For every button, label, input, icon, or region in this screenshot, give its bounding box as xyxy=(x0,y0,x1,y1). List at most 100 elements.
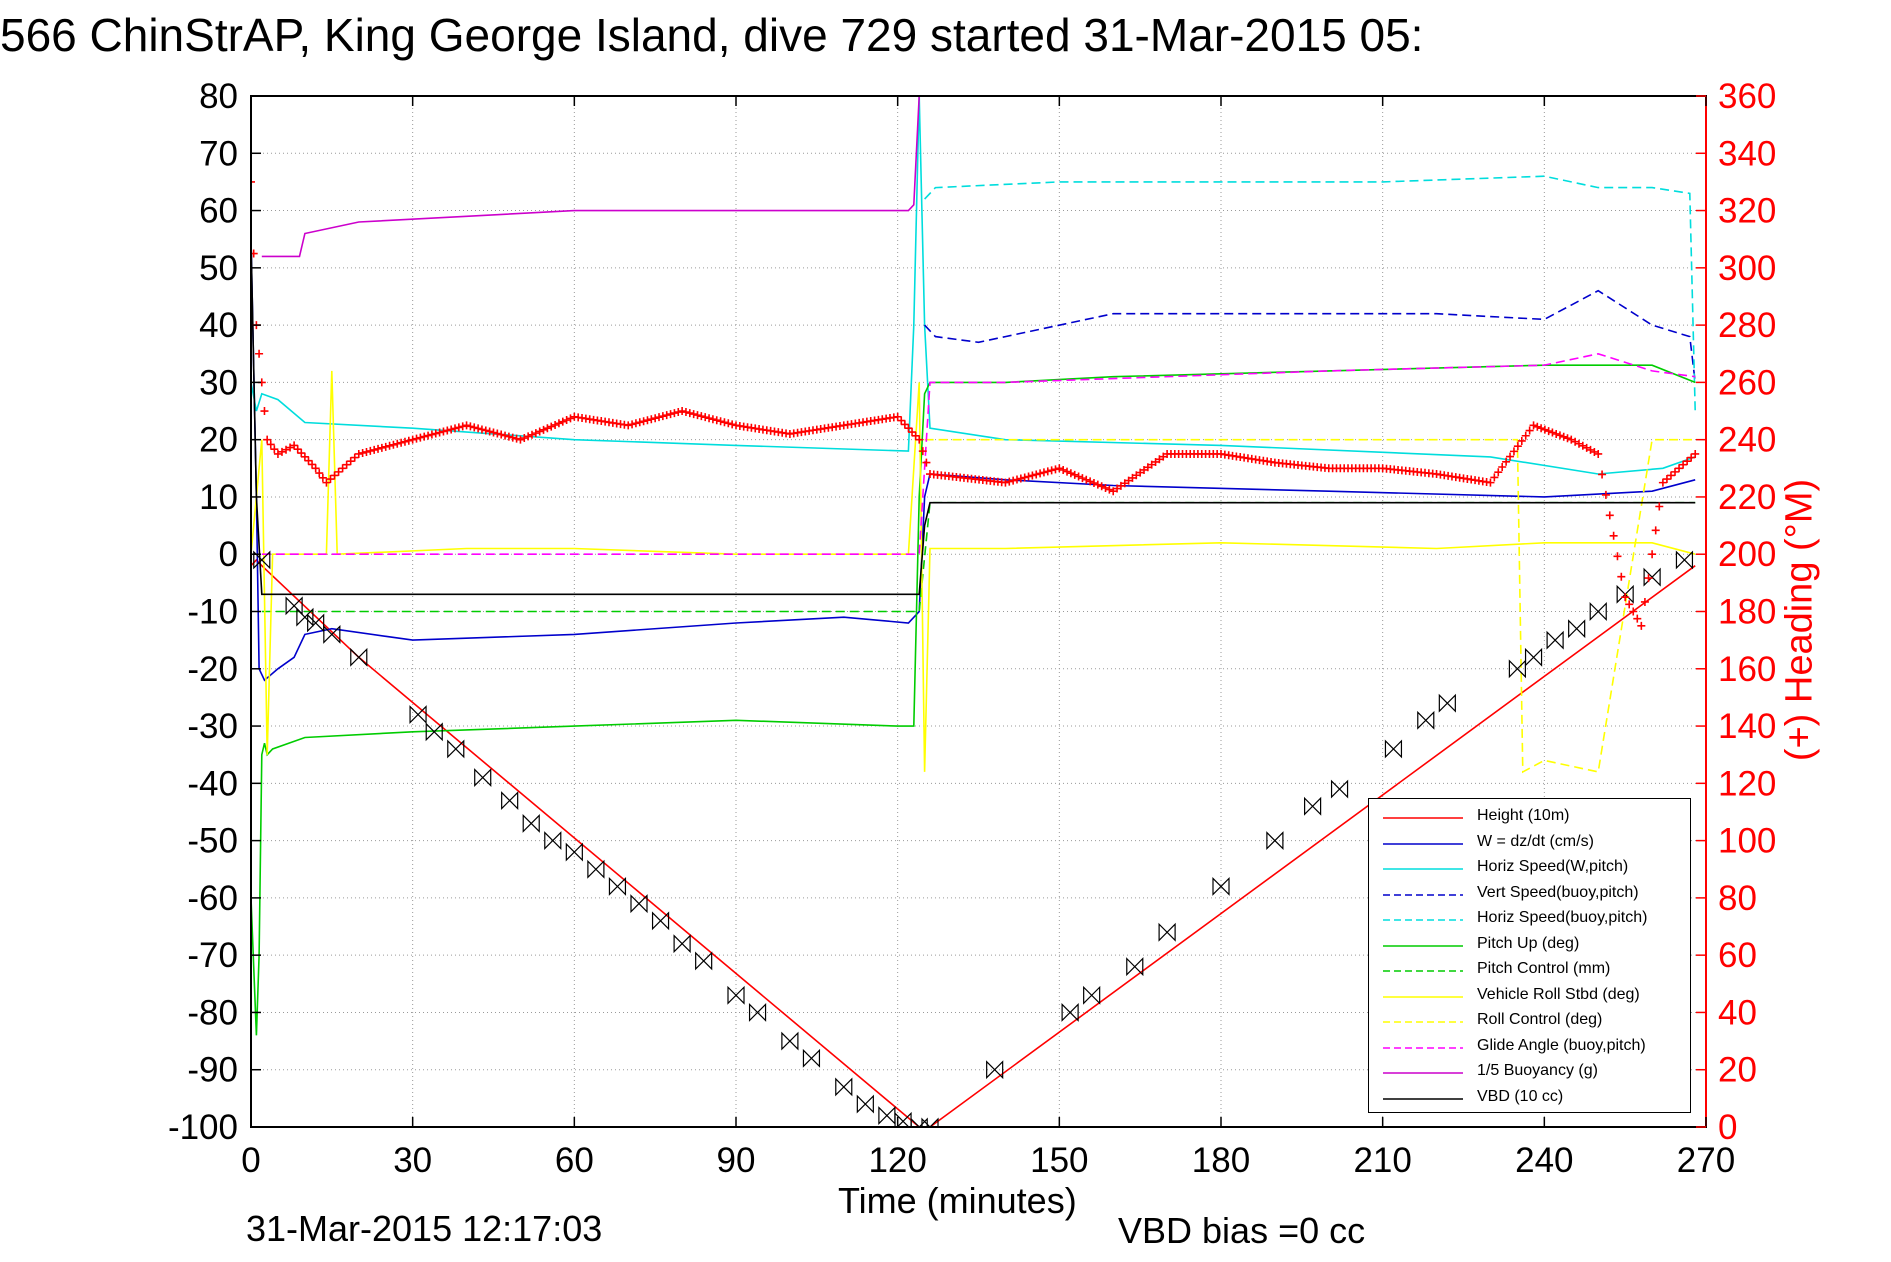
heading-point xyxy=(462,421,471,430)
y-tick-label: 70 xyxy=(199,134,238,173)
legend-entry: Height (10m) xyxy=(1369,805,1690,830)
legend-label: Vert Speed(buoy,pitch) xyxy=(1477,883,1639,901)
heading-point xyxy=(1059,465,1068,474)
legend-entry: Roll Control (deg) xyxy=(1369,1009,1690,1034)
series-line-3 xyxy=(251,96,1696,475)
heading-point xyxy=(566,414,575,423)
heading-point xyxy=(435,428,444,437)
legend-entry: Vert Speed(buoy,pitch) xyxy=(1369,882,1690,907)
depth-marker xyxy=(1643,567,1661,587)
depth-marker xyxy=(986,1060,1004,1080)
heading-point xyxy=(628,420,637,429)
heading-point xyxy=(524,432,533,441)
y-tick-label: 60 xyxy=(199,192,238,231)
depth-marker xyxy=(878,1106,896,1125)
legend-swatch xyxy=(1383,868,1463,870)
y2-tick-label: 260 xyxy=(1718,363,1776,402)
heading-point xyxy=(308,460,317,469)
heading-point xyxy=(655,413,664,422)
y-tick-label: 80 xyxy=(199,77,238,116)
heading-point xyxy=(693,411,702,420)
heading-point xyxy=(1490,473,1499,482)
heading-point xyxy=(381,442,390,451)
heading-point xyxy=(1648,550,1657,559)
y-tick-label: -50 xyxy=(187,822,238,861)
heading-point xyxy=(1691,449,1700,458)
heading-point xyxy=(458,422,467,431)
depth-marker xyxy=(565,842,583,862)
heading-point xyxy=(1047,466,1056,475)
legend-label: 1/5 Buoyancy (g) xyxy=(1477,1062,1598,1079)
heading-point xyxy=(1082,475,1091,484)
heading-point xyxy=(1637,621,1646,630)
depth-marker xyxy=(921,1117,939,1127)
y-tick-label: -30 xyxy=(187,707,238,746)
heading-point xyxy=(1544,427,1553,436)
heading-point xyxy=(1086,477,1095,486)
heading-point xyxy=(334,467,343,476)
heading-point xyxy=(346,457,355,466)
depth-marker xyxy=(474,768,492,788)
legend-entry: VBD (10 cc) xyxy=(1369,1086,1690,1111)
heading-point xyxy=(1605,511,1614,520)
y2-tick-label: 360 xyxy=(1718,77,1776,116)
heading-point xyxy=(293,445,302,454)
depth-marker xyxy=(630,894,648,914)
heading-point xyxy=(1066,469,1075,478)
y2-tick-label: 160 xyxy=(1718,650,1776,689)
heading-point xyxy=(1517,436,1526,445)
heading-point xyxy=(624,421,633,430)
depth-marker xyxy=(409,705,427,725)
depth-marker xyxy=(447,739,465,759)
heading-point xyxy=(1679,460,1688,469)
heading-point xyxy=(408,435,417,444)
legend-label: Horiz Speed(W,pitch) xyxy=(1477,858,1629,875)
heading-point xyxy=(1039,468,1048,477)
depth-marker xyxy=(1061,1002,1079,1022)
heading-point xyxy=(685,409,694,418)
legend-swatch xyxy=(1383,1072,1463,1074)
heading-point xyxy=(427,430,436,439)
heading-point xyxy=(1105,485,1114,494)
heading-point xyxy=(1651,526,1660,535)
heading-point xyxy=(681,408,690,417)
y2-tick-label: 140 xyxy=(1718,707,1776,746)
heading-point xyxy=(551,420,560,429)
heading-point xyxy=(1097,482,1106,491)
y2-tick-label: 300 xyxy=(1718,249,1776,288)
heading-point xyxy=(1498,463,1507,472)
depth-marker xyxy=(673,934,691,954)
depth-marker xyxy=(651,911,670,931)
series-line-11 xyxy=(261,96,920,258)
chart-title: 566 ChinStrAP, King George Island, dive … xyxy=(0,9,1424,61)
heading-point xyxy=(1525,426,1534,435)
heading-point xyxy=(330,471,339,480)
heading-point xyxy=(286,443,295,452)
depth-marker xyxy=(608,876,627,896)
heading-point xyxy=(918,447,927,456)
legend-swatch xyxy=(1383,995,1463,998)
heading-point xyxy=(724,419,733,428)
depth-marker xyxy=(1589,602,1607,621)
heading-point xyxy=(1486,478,1495,487)
heading-point xyxy=(300,452,309,461)
heading-point xyxy=(558,417,567,426)
y-tick-label: -80 xyxy=(187,993,238,1032)
heading-point xyxy=(662,411,671,420)
heading-point xyxy=(1513,442,1522,451)
legend-swatch xyxy=(1383,970,1463,972)
heading-point xyxy=(547,422,556,431)
depth-marker xyxy=(425,722,443,742)
heading-point xyxy=(666,410,675,419)
heading-point xyxy=(354,449,363,458)
heading-point xyxy=(1540,425,1549,434)
y-tick-label: -40 xyxy=(187,764,238,803)
y2-tick-label: 180 xyxy=(1718,593,1776,632)
legend-swatch xyxy=(1383,1046,1463,1049)
depth-marker xyxy=(781,1031,799,1051)
heading-point xyxy=(908,428,917,437)
legend-entry: Horiz Speed(W,pitch) xyxy=(1369,856,1690,881)
heading-point xyxy=(1658,478,1667,487)
heading-point xyxy=(385,441,394,450)
